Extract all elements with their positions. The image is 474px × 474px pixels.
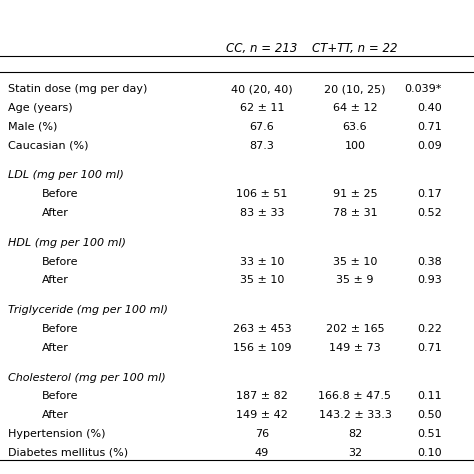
Text: 202 ± 165: 202 ± 165 — [326, 324, 384, 334]
Text: 76: 76 — [255, 429, 269, 439]
Text: After: After — [42, 208, 69, 218]
Text: 156 ± 109: 156 ± 109 — [233, 343, 291, 353]
Text: Triglyceride (mg per 100 ml): Triglyceride (mg per 100 ml) — [8, 305, 168, 315]
Text: Before: Before — [42, 256, 79, 266]
Text: 143.2 ± 33.3: 143.2 ± 33.3 — [319, 410, 392, 420]
Text: 0.039*: 0.039* — [405, 84, 442, 94]
Text: 49: 49 — [255, 447, 269, 457]
Text: Male (%): Male (%) — [8, 122, 57, 132]
Text: 0.51: 0.51 — [418, 429, 442, 439]
Text: 149 ± 42: 149 ± 42 — [236, 410, 288, 420]
Text: 64 ± 12: 64 ± 12 — [333, 103, 377, 113]
Text: Caucasian (%): Caucasian (%) — [8, 141, 89, 151]
Text: 33 ± 10: 33 ± 10 — [240, 256, 284, 266]
Text: 0.17: 0.17 — [417, 189, 442, 199]
Text: 62 ± 11: 62 ± 11 — [240, 103, 284, 113]
Text: 82: 82 — [348, 429, 362, 439]
Text: 100: 100 — [345, 141, 365, 151]
Text: Before: Before — [42, 324, 79, 334]
Text: After: After — [42, 410, 69, 420]
Text: 87.3: 87.3 — [250, 141, 274, 151]
Text: Before: Before — [42, 392, 79, 401]
Text: 0.38: 0.38 — [417, 256, 442, 266]
Text: 20 (10, 25): 20 (10, 25) — [324, 84, 386, 94]
Text: 0.50: 0.50 — [418, 410, 442, 420]
Text: 67.6: 67.6 — [250, 122, 274, 132]
Text: 32: 32 — [348, 447, 362, 457]
Text: 0.93: 0.93 — [417, 275, 442, 285]
Text: 0.52: 0.52 — [417, 208, 442, 218]
Text: Diabetes mellitus (%): Diabetes mellitus (%) — [8, 447, 128, 457]
Text: 83 ± 33: 83 ± 33 — [240, 208, 284, 218]
Text: 0.11: 0.11 — [418, 392, 442, 401]
Text: 35 ± 10: 35 ± 10 — [240, 275, 284, 285]
Text: 0.71: 0.71 — [417, 122, 442, 132]
Text: 187 ± 82: 187 ± 82 — [236, 392, 288, 401]
Text: 263 ± 453: 263 ± 453 — [233, 324, 292, 334]
Text: 0.40: 0.40 — [417, 103, 442, 113]
Text: 0.10: 0.10 — [418, 447, 442, 457]
Text: LDL (mg per 100 ml): LDL (mg per 100 ml) — [8, 171, 124, 181]
Text: 40 (20, 40): 40 (20, 40) — [231, 84, 293, 94]
Text: CT+TT, n = 22: CT+TT, n = 22 — [312, 42, 398, 55]
Text: 63.6: 63.6 — [343, 122, 367, 132]
Text: 166.8 ± 47.5: 166.8 ± 47.5 — [319, 392, 392, 401]
Text: After: After — [42, 275, 69, 285]
Text: 149 ± 73: 149 ± 73 — [329, 343, 381, 353]
Text: 78 ± 31: 78 ± 31 — [333, 208, 377, 218]
Text: Age (years): Age (years) — [8, 103, 73, 113]
Text: 0.71: 0.71 — [417, 343, 442, 353]
Text: 0.09: 0.09 — [417, 141, 442, 151]
Text: Before: Before — [42, 189, 79, 199]
Text: 0.22: 0.22 — [417, 324, 442, 334]
Text: 91 ± 25: 91 ± 25 — [333, 189, 377, 199]
Text: 106 ± 51: 106 ± 51 — [237, 189, 288, 199]
Text: Hypertension (%): Hypertension (%) — [8, 429, 106, 439]
Text: CC, n = 213: CC, n = 213 — [226, 42, 298, 55]
Text: Cholesterol (mg per 100 ml): Cholesterol (mg per 100 ml) — [8, 373, 166, 383]
Text: 35 ± 10: 35 ± 10 — [333, 256, 377, 266]
Text: HDL (mg per 100 ml): HDL (mg per 100 ml) — [8, 238, 126, 248]
Text: 35 ± 9: 35 ± 9 — [336, 275, 374, 285]
Text: After: After — [42, 343, 69, 353]
Text: Statin dose (mg per day): Statin dose (mg per day) — [8, 84, 147, 94]
